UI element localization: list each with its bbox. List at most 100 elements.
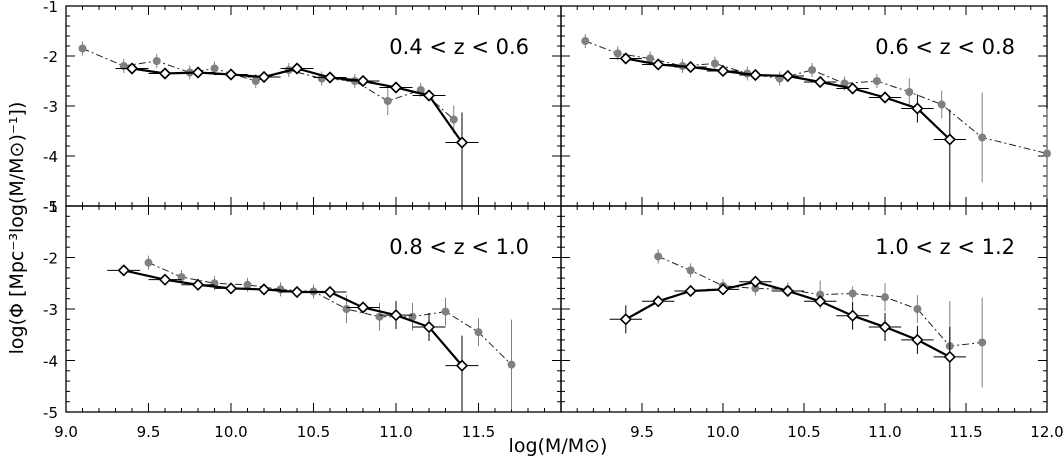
series-line-secondary (585, 40, 1048, 154)
point-primary (716, 64, 730, 78)
panel-top-right: 0.6 < z < 0.8 (560, 5, 1051, 207)
point-secondary (937, 100, 946, 109)
y-tick-label: -5 (43, 198, 58, 216)
x-tick-label: 11.5 (462, 423, 495, 441)
point-secondary (848, 289, 857, 298)
point-secondary (872, 77, 881, 85)
point-primary (191, 278, 205, 291)
y-tick-label: -1 (43, 0, 58, 16)
x-tick-label: 10.0 (214, 423, 247, 441)
point-secondary (613, 49, 622, 58)
y-tick-label: -2 (43, 48, 58, 66)
point-primary (323, 285, 337, 299)
x-tick-label: 11.0 (868, 423, 901, 441)
point-secondary (78, 44, 87, 53)
point-primary (814, 295, 827, 308)
y-tick-label: -2 (43, 250, 58, 268)
point-primary (846, 309, 859, 322)
point-secondary (152, 57, 161, 65)
y-tick-label: -3 (43, 301, 58, 319)
point-primary (422, 320, 436, 334)
point-primary (323, 71, 337, 84)
point-primary (290, 285, 304, 299)
x-tick-label: 9.0 (54, 423, 78, 441)
point-primary (878, 320, 892, 334)
point-secondary (441, 307, 450, 316)
point-primary (158, 273, 172, 286)
x-tick-label: 10.5 (297, 423, 330, 441)
x-tick-label: 9.5 (630, 423, 654, 441)
point-primary (290, 62, 304, 75)
point-primary (422, 89, 436, 102)
point-primary (684, 60, 697, 74)
point-primary (716, 283, 730, 296)
x-tick-label: 11.5 (949, 423, 982, 441)
panel-bottom-left: -5 -4 -3 -2 -1 9.0 9.5 10.0 10.5 11.0 11.5 0.8 < z … (43, 198, 562, 441)
series-line-secondary (148, 262, 512, 365)
point-secondary (383, 97, 392, 105)
point-primary (749, 68, 762, 82)
point-primary (125, 62, 139, 75)
point-primary (455, 359, 469, 372)
x-tick-label: 11.0 (379, 423, 412, 441)
point-primary (117, 264, 130, 277)
point-primary (191, 66, 205, 79)
point-primary (356, 74, 370, 88)
point-secondary (144, 258, 153, 267)
point-primary (257, 283, 271, 296)
y-tick-label: -3 (43, 98, 58, 116)
point-primary (878, 91, 892, 104)
point-primary (619, 313, 632, 326)
x-tick-label: 10.0 (706, 423, 739, 441)
point-secondary (905, 88, 914, 96)
point-primary (846, 82, 859, 95)
redshift-label: 0.6 < z < 0.8 (875, 35, 1015, 59)
point-secondary (177, 273, 186, 282)
point-primary (943, 350, 956, 364)
point-secondary (808, 66, 817, 74)
point-secondary (646, 54, 655, 63)
y-tick-label: -5 (43, 404, 58, 422)
point-secondary (581, 37, 590, 45)
point-secondary (654, 252, 663, 261)
point-secondary (243, 280, 252, 289)
point-primary (749, 275, 762, 288)
x-axis-label: log(M/M⊙) (509, 435, 608, 457)
panel-bottom-right: 9.5 10.0 10.5 11.0 11.5 12.0 1.0 < z < 1.2 (560, 205, 1064, 441)
point-primary (257, 70, 271, 84)
point-primary (911, 333, 924, 347)
point-primary (158, 67, 172, 80)
point-primary (652, 58, 665, 71)
point-primary (389, 309, 403, 322)
point-secondary (881, 293, 889, 302)
point-primary (455, 136, 469, 149)
y-tick-label: -4 (43, 148, 58, 166)
point-secondary (978, 133, 987, 142)
redshift-label: 0.4 < z < 0.6 (389, 35, 529, 59)
x-tick-label: 12.0 (1030, 423, 1063, 441)
point-primary (389, 81, 403, 94)
point-primary (224, 68, 238, 81)
x-tick-label: 9.5 (137, 423, 161, 441)
redshift-label: 0.8 < z < 1.0 (389, 235, 529, 259)
point-secondary (210, 64, 219, 73)
point-primary (619, 52, 632, 65)
point-secondary (978, 338, 987, 347)
point-primary (911, 102, 924, 115)
point-secondary (913, 305, 922, 313)
point-secondary (375, 312, 384, 321)
point-primary (224, 282, 238, 295)
point-secondary (686, 266, 695, 275)
panels: -5 -4 -3 -2 -1 0.4 < z < 0.6 0.6 < z < 0.8 -5 -4… (43, 0, 1064, 441)
y-tick-label: -4 (43, 353, 58, 371)
y-tick-label: -1 (43, 198, 58, 216)
point-primary (652, 295, 665, 308)
point-secondary (251, 77, 260, 85)
x-tick-label: 10.5 (787, 423, 820, 441)
point-secondary (710, 59, 719, 68)
point-primary (781, 284, 794, 298)
point-primary (814, 75, 827, 89)
panel-top-left: -5 -4 -3 -2 -1 0.4 < z < 0.6 (43, 0, 562, 216)
point-secondary (507, 360, 516, 369)
